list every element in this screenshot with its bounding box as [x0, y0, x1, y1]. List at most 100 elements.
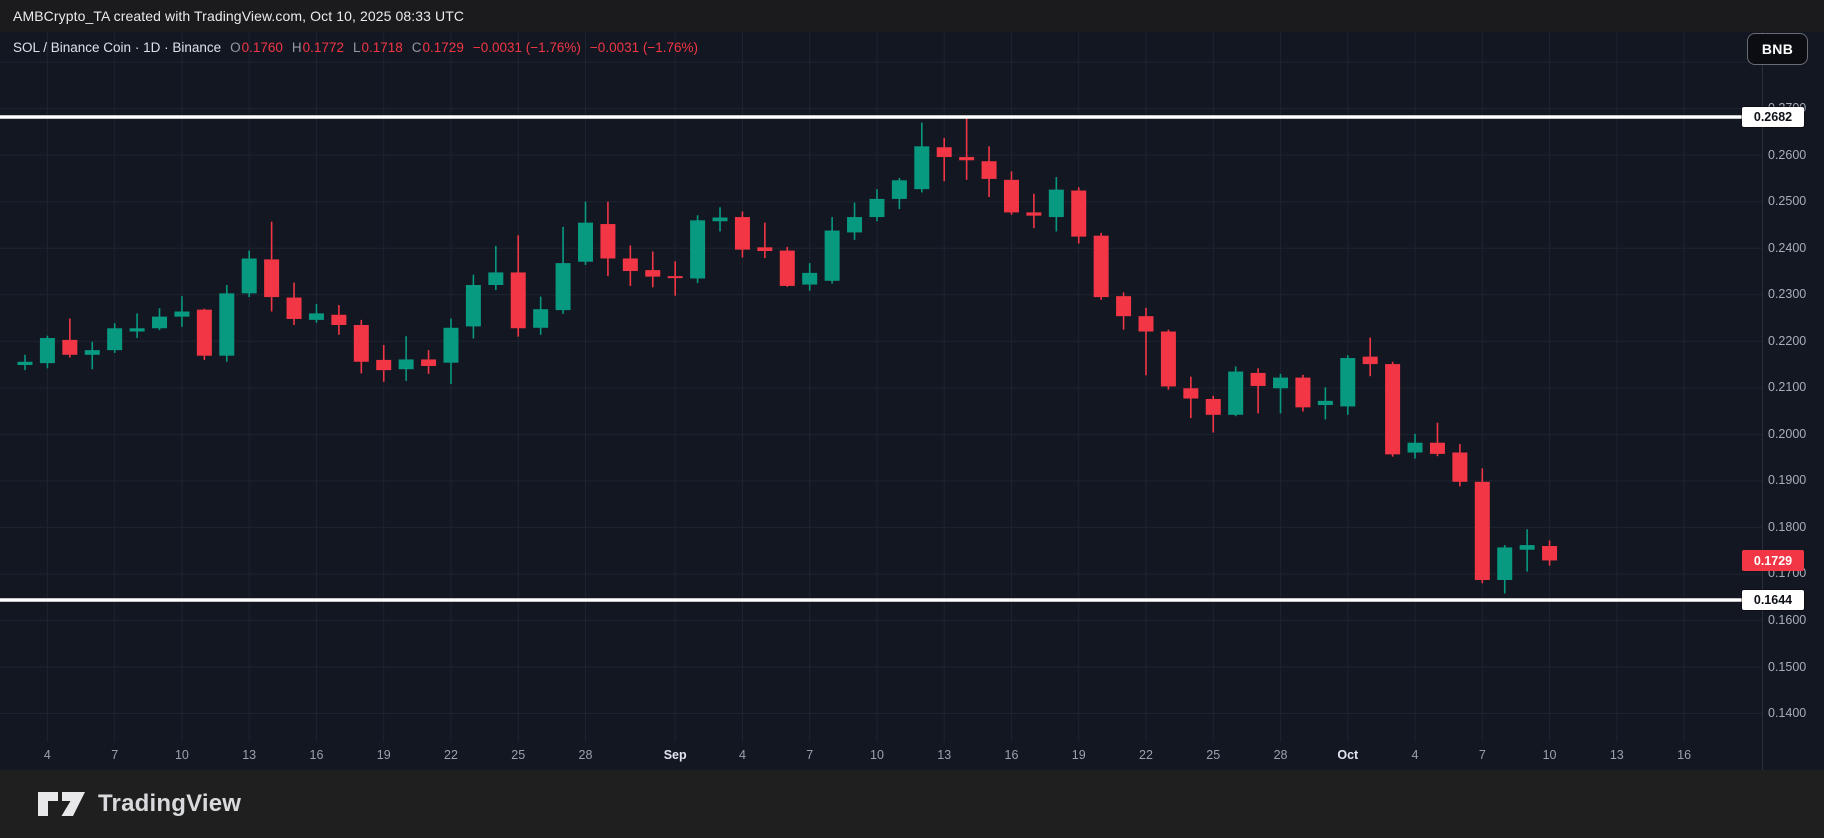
candle-body [555, 263, 571, 311]
price-axis-label: 0.1900 [1768, 473, 1807, 488]
candle-body [353, 325, 369, 362]
candle-body [1474, 481, 1490, 580]
candle [264, 221, 280, 312]
chart-area[interactable]: SOL / Binance Coin · 1D · Binance O 0.176… [0, 32, 1824, 770]
candle-body [712, 217, 728, 222]
price-axis-label: 0.2200 [1768, 333, 1807, 348]
candle [1429, 422, 1445, 457]
candle-body [1317, 400, 1333, 406]
price-axis[interactable]: 0.27000.26000.25000.24000.23000.22000.21… [1763, 32, 1824, 770]
candle-body [802, 272, 818, 285]
candle-body [264, 259, 280, 298]
candle [510, 235, 526, 337]
candle [869, 189, 885, 222]
candle-body [1205, 398, 1221, 415]
candle-body [308, 313, 324, 320]
candle [1295, 374, 1311, 412]
candle-body [241, 258, 257, 294]
candle-body [1362, 356, 1378, 365]
candle-body [443, 327, 459, 363]
candle [353, 319, 369, 374]
time-axis-label: 28 [1273, 748, 1288, 762]
candle [398, 336, 414, 381]
candle-body [1407, 442, 1423, 453]
legend-open: O 0.1760 [230, 40, 283, 55]
candle [1205, 395, 1221, 433]
candle [465, 274, 481, 339]
candle [914, 122, 930, 193]
candle-body [667, 276, 683, 279]
candle-body [1160, 331, 1176, 387]
candle-body [17, 361, 33, 366]
candle [1362, 337, 1378, 377]
candle [667, 261, 683, 296]
candle-body [1542, 546, 1558, 561]
candle-body [488, 272, 504, 285]
candle-body [779, 250, 795, 286]
candle-body [331, 314, 347, 326]
candle [17, 354, 33, 371]
candle-body [152, 316, 168, 329]
time-axis-label: 22 [1139, 748, 1153, 762]
candle-body [1071, 190, 1087, 237]
symbol-title[interactable]: SOL / Binance Coin · 1D · Binance [13, 40, 222, 55]
time-axis-month-label: Sep [663, 748, 687, 762]
symbol-legend[interactable]: SOL / Binance Coin · 1D · Binance O 0.176… [13, 40, 698, 55]
candle [1407, 433, 1423, 459]
candle-body [62, 339, 78, 355]
time-axis-label: 4 [738, 748, 746, 762]
time-axis-label: 13 [242, 748, 257, 762]
time-axis-label: 22 [444, 748, 458, 762]
tradingview-logo-icon [38, 792, 85, 816]
candle [1071, 187, 1087, 244]
candle-body [84, 350, 100, 355]
candle-body [1048, 189, 1064, 218]
candle [891, 177, 907, 210]
candle [1093, 232, 1109, 300]
candle-body [1093, 235, 1109, 298]
candle-body [600, 224, 616, 259]
candle-body [465, 284, 481, 327]
candle [1317, 387, 1333, 420]
legend-high: H 0.1772 [291, 40, 344, 55]
tradingview-logo[interactable]: TradingView [38, 790, 241, 818]
time-axis-label: 16 [1677, 748, 1692, 762]
candle [421, 350, 437, 374]
candle-body [1026, 212, 1042, 216]
candle-body [129, 328, 145, 332]
price-axis-border [1762, 32, 1763, 770]
candle [62, 318, 78, 358]
candle [1116, 292, 1132, 330]
candle [1183, 376, 1199, 419]
candlestick-plot[interactable] [0, 32, 1824, 770]
candle-body [286, 297, 302, 319]
candle [174, 296, 190, 327]
time-axis[interactable]: 4 7 10 13 16 19 22 25 28 Sep 4 7 10 13 16 19 22 25 28 Oct 4 7… [0, 740, 1762, 770]
legend-change-percent: −0.0031 (−1.76%) [589, 40, 699, 55]
quote-currency-badge[interactable]: BNB [1747, 33, 1808, 65]
candle [1385, 361, 1401, 457]
time-axis-label: 25 [511, 748, 526, 762]
candle [1519, 529, 1535, 572]
price-axis-label: 0.2600 [1768, 147, 1807, 162]
candle [533, 296, 549, 335]
candle [488, 245, 504, 291]
candle-body [1003, 179, 1019, 213]
price-axis-label: 0.2500 [1768, 194, 1807, 209]
legend-change-absolute: −0.0031 (−1.76%) [472, 40, 581, 55]
candle-body [174, 311, 190, 317]
candle [1160, 329, 1176, 390]
candle [331, 304, 347, 335]
candle-body [734, 217, 750, 250]
candle [39, 335, 55, 369]
tradingview-brand-text: TradingView [98, 790, 242, 817]
candle [578, 201, 593, 265]
candle-body [936, 147, 952, 158]
candle [308, 304, 324, 323]
candle [1003, 171, 1019, 215]
footer-bar: TradingView [0, 770, 1824, 838]
candle [600, 201, 616, 277]
attribution-text: AMBCrypto_TA created with TradingView.co… [13, 8, 465, 24]
candles-layer [17, 117, 1558, 594]
candle-body [510, 272, 526, 329]
